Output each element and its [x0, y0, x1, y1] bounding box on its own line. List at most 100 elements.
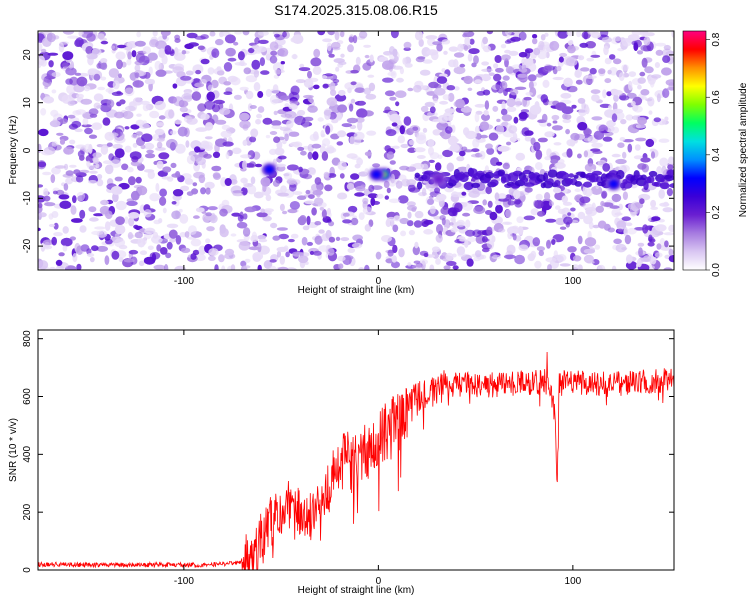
heatmap-cell	[338, 263, 344, 270]
heatmap-cell	[96, 245, 108, 252]
heatmap-cell	[103, 160, 112, 165]
heatmap-cell	[650, 151, 656, 159]
heatmap-cell	[583, 128, 592, 136]
heatmap-cell	[456, 156, 465, 162]
heatmap-cell	[558, 56, 564, 63]
heatmap-cell	[666, 86, 674, 91]
heatmap-band-cell	[523, 182, 535, 187]
heatmap-cell	[514, 199, 523, 208]
heatmap-cell	[648, 234, 653, 242]
heatmap-cell	[282, 210, 288, 215]
heatmap-cell	[648, 110, 653, 115]
heatmap-cell	[422, 127, 428, 133]
heatmap-cell	[578, 108, 587, 117]
heatmap-cell	[363, 44, 371, 48]
heatmap-cell	[495, 161, 503, 166]
heatmap-cell	[436, 121, 449, 131]
heatmap-cell	[366, 130, 377, 136]
heatmap-cell	[481, 61, 489, 66]
heatmap-cell	[486, 31, 494, 35]
heatmap-cell	[639, 198, 645, 205]
heatmap-cell	[232, 192, 244, 197]
heatmap-cell	[532, 37, 538, 45]
heatmap-cell	[479, 121, 490, 131]
heatmap-cell	[436, 43, 443, 52]
heatmap-cell	[242, 139, 248, 146]
heatmap-cell	[122, 110, 134, 120]
heatmap-cell	[79, 154, 85, 161]
heatmap-cell	[551, 125, 563, 131]
heatmap-cell	[355, 56, 361, 66]
heatmap-cell	[375, 251, 382, 260]
heatmap-cell	[370, 200, 381, 205]
heatmap-cell	[628, 71, 637, 77]
heatmap-cell	[43, 188, 49, 198]
heatmap-cell	[577, 121, 588, 131]
heatmap-cell	[459, 150, 466, 157]
heatmap-cell	[384, 90, 396, 97]
heatmap-cell	[585, 75, 597, 79]
heatmap-cell	[269, 94, 279, 105]
heatmap-cell	[170, 130, 177, 135]
heatmap-band-cell	[648, 170, 658, 177]
heatmap-cell	[230, 233, 237, 237]
heatmap-cell	[221, 265, 226, 270]
heatmap-cell	[48, 60, 54, 68]
snr-y-tick-label: 200	[22, 503, 33, 520]
heatmap-cell	[251, 59, 261, 70]
heatmap-cell	[72, 253, 78, 263]
heatmap-cell	[391, 145, 400, 149]
heatmap-cell	[468, 48, 480, 55]
heatmap-cell	[292, 53, 297, 60]
heatmap-cell	[503, 254, 516, 260]
heatmap-cell	[584, 237, 597, 247]
heatmap-cell	[260, 70, 270, 75]
heatmap-cell	[230, 77, 241, 86]
heatmap-cell	[141, 133, 153, 142]
heatmap-cell	[528, 81, 534, 90]
heatmap-cell	[274, 147, 285, 156]
heatmap-cell	[231, 212, 241, 217]
heatmap-cell	[282, 139, 287, 145]
heatmap-cell	[462, 201, 474, 211]
heatmap-cell	[447, 92, 455, 102]
heatmap-cell	[481, 113, 490, 122]
snr-line	[38, 351, 674, 570]
heatmap-cell	[213, 99, 226, 105]
heatmap-cell	[524, 130, 534, 136]
heatmap-cell	[437, 154, 443, 159]
snr-series	[38, 351, 674, 570]
heatmap-cell	[169, 237, 176, 243]
heatmap-cell	[174, 34, 181, 40]
heatmap-cell	[258, 238, 268, 243]
heatmap-cell	[630, 100, 636, 107]
heatmap-cell	[114, 238, 126, 248]
heatmap-cell	[112, 80, 120, 90]
heatmap-cell	[482, 45, 491, 53]
heatmap-cell	[431, 246, 441, 253]
heatmap-cell	[286, 120, 294, 129]
heatmap-cell	[544, 192, 551, 201]
heatmap-cell	[505, 209, 512, 218]
heatmap-cell	[463, 45, 469, 51]
heatmap-cell	[208, 255, 216, 261]
heatmap-cell	[434, 197, 443, 203]
heatmap-cell	[516, 216, 524, 224]
heatmap-cell	[614, 212, 623, 216]
heatmap-cell	[126, 167, 134, 173]
heatmap-cell	[643, 36, 651, 46]
heatmap-cell	[419, 259, 429, 265]
chart-title: S174.2025.315.08.06.R15	[274, 2, 438, 18]
heatmap-cell	[171, 173, 181, 178]
heatmap-cell	[553, 187, 562, 194]
heatmap-cell	[650, 216, 661, 222]
heatmap-y-tick-label: 10	[22, 97, 33, 109]
heatmap-cell	[411, 264, 424, 269]
heatmap-cell	[382, 77, 394, 83]
heatmap-cell	[74, 39, 82, 47]
heatmap-cell	[93, 213, 104, 217]
heatmap-cell	[325, 229, 332, 240]
heatmap-cell	[372, 163, 381, 168]
heatmap-cell	[222, 141, 234, 147]
heatmap-cell	[311, 207, 317, 216]
